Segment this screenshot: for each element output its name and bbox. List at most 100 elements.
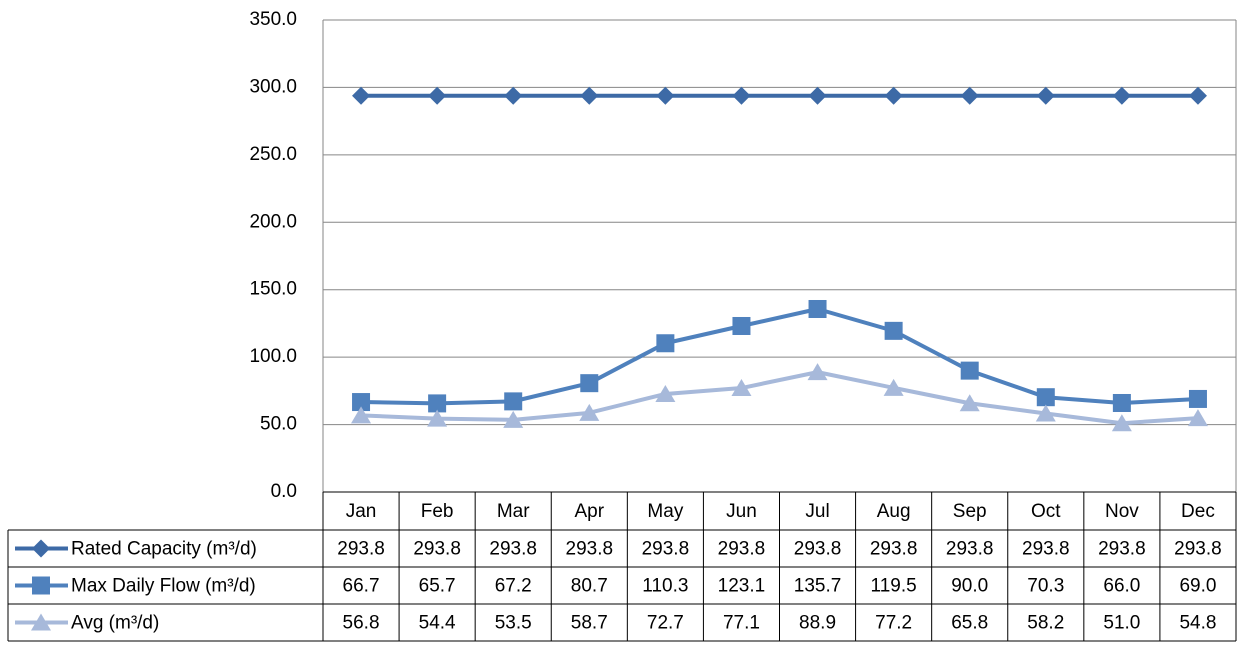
table-value: 293.8: [489, 539, 537, 560]
marker: [808, 299, 827, 318]
table-value: 77.1: [723, 613, 760, 634]
marker: [883, 378, 904, 396]
marker: [352, 86, 371, 105]
y-tick-label: 200.0: [249, 211, 297, 232]
x-tick-label: Jun: [726, 501, 757, 522]
table-value: 58.2: [1027, 613, 1064, 634]
marker: [428, 394, 447, 413]
y-tick-label: 150.0: [249, 279, 297, 300]
x-tick-label: Apr: [575, 501, 605, 522]
legend-label: Rated Capacity (m³/d): [71, 539, 257, 560]
marker: [732, 316, 751, 335]
table-value: 54.4: [419, 613, 456, 634]
y-tick-label: 250.0: [249, 144, 297, 165]
marker: [732, 86, 751, 105]
marker: [1036, 86, 1055, 105]
marker: [1111, 414, 1132, 432]
marker: [656, 334, 675, 353]
table-value: 70.3: [1027, 576, 1064, 597]
marker: [579, 403, 600, 421]
table-value: 65.7: [419, 576, 456, 597]
table-value: 293.8: [946, 539, 994, 560]
table-value: 66.7: [343, 576, 380, 597]
marker: [884, 321, 903, 340]
marker: [1036, 388, 1055, 407]
marker: [352, 393, 371, 412]
marker: [655, 384, 676, 402]
table-value: 69.0: [1179, 576, 1216, 597]
table-value: 54.8: [1179, 613, 1216, 634]
table-value: 135.7: [794, 576, 842, 597]
marker: [428, 86, 447, 105]
x-tick-label: Sep: [953, 501, 987, 522]
x-tick-label: Jan: [346, 501, 377, 522]
marker: [656, 86, 675, 105]
table-value: 119.5: [871, 576, 917, 597]
marker: [351, 406, 372, 424]
table-value: 58.7: [571, 613, 608, 634]
marker: [580, 86, 599, 105]
table-value: 293.8: [566, 539, 614, 560]
table-value: 293.8: [642, 539, 690, 560]
marker: [884, 86, 903, 105]
table-value: 110.3: [642, 576, 688, 597]
x-tick-label: Mar: [497, 501, 530, 522]
table-value: 77.2: [875, 613, 912, 634]
x-tick-label: Aug: [877, 501, 911, 522]
x-tick-label: Jul: [805, 501, 829, 522]
x-tick-label: Nov: [1105, 501, 1139, 522]
x-tick-label: Dec: [1181, 501, 1215, 522]
table-value: 293.8: [794, 539, 842, 560]
table-value: 90.0: [951, 576, 988, 597]
table-value: 51.0: [1103, 613, 1140, 634]
marker: [960, 86, 979, 105]
marker: [808, 86, 827, 105]
marker: [807, 363, 828, 381]
marker: [503, 410, 524, 428]
marker: [504, 86, 523, 105]
marker: [731, 379, 752, 397]
marker: [32, 576, 50, 595]
y-tick-label: 350.0: [249, 9, 297, 30]
x-tick-label: Oct: [1031, 501, 1061, 522]
table-value: 293.8: [718, 539, 766, 560]
table-value: 65.8: [951, 613, 988, 634]
table-value: 56.8: [343, 613, 380, 634]
table-value: 293.8: [1022, 539, 1070, 560]
marker: [580, 374, 599, 393]
marker: [959, 394, 980, 412]
marker: [1187, 409, 1208, 427]
y-tick-label: 50.0: [260, 414, 297, 435]
table-value: 293.8: [337, 539, 385, 560]
y-tick-label: 0.0: [271, 481, 297, 502]
marker: [32, 539, 50, 558]
legend-label: Avg (m³/d): [71, 613, 159, 634]
series-line: [360, 370, 1199, 426]
marker: [427, 409, 448, 427]
table-value: 293.8: [1098, 539, 1146, 560]
table-value: 123.1: [718, 576, 766, 597]
x-tick-label: Feb: [421, 501, 454, 522]
marker: [1188, 389, 1207, 408]
table-value: 293.8: [1174, 539, 1222, 560]
legend-label: Max Daily Flow (m³/d): [71, 576, 256, 597]
marker: [31, 613, 51, 631]
marker: [1112, 393, 1131, 412]
series-line: [361, 306, 1199, 406]
y-tick-label: 300.0: [249, 76, 297, 97]
marker: [1035, 404, 1056, 422]
table-value: 72.7: [647, 613, 684, 634]
table-value: 293.8: [870, 539, 918, 560]
table-value: 53.5: [495, 613, 532, 634]
x-tick-label: May: [647, 501, 683, 522]
marker: [1112, 86, 1131, 105]
y-tick-label: 100.0: [249, 346, 297, 367]
table-value: 67.2: [495, 576, 532, 597]
table-value: 80.7: [571, 576, 608, 597]
marker: [960, 361, 979, 380]
table-value: 66.0: [1103, 576, 1140, 597]
table-value: 293.8: [413, 539, 461, 560]
marker: [504, 392, 523, 411]
table-value: 88.9: [799, 613, 836, 634]
